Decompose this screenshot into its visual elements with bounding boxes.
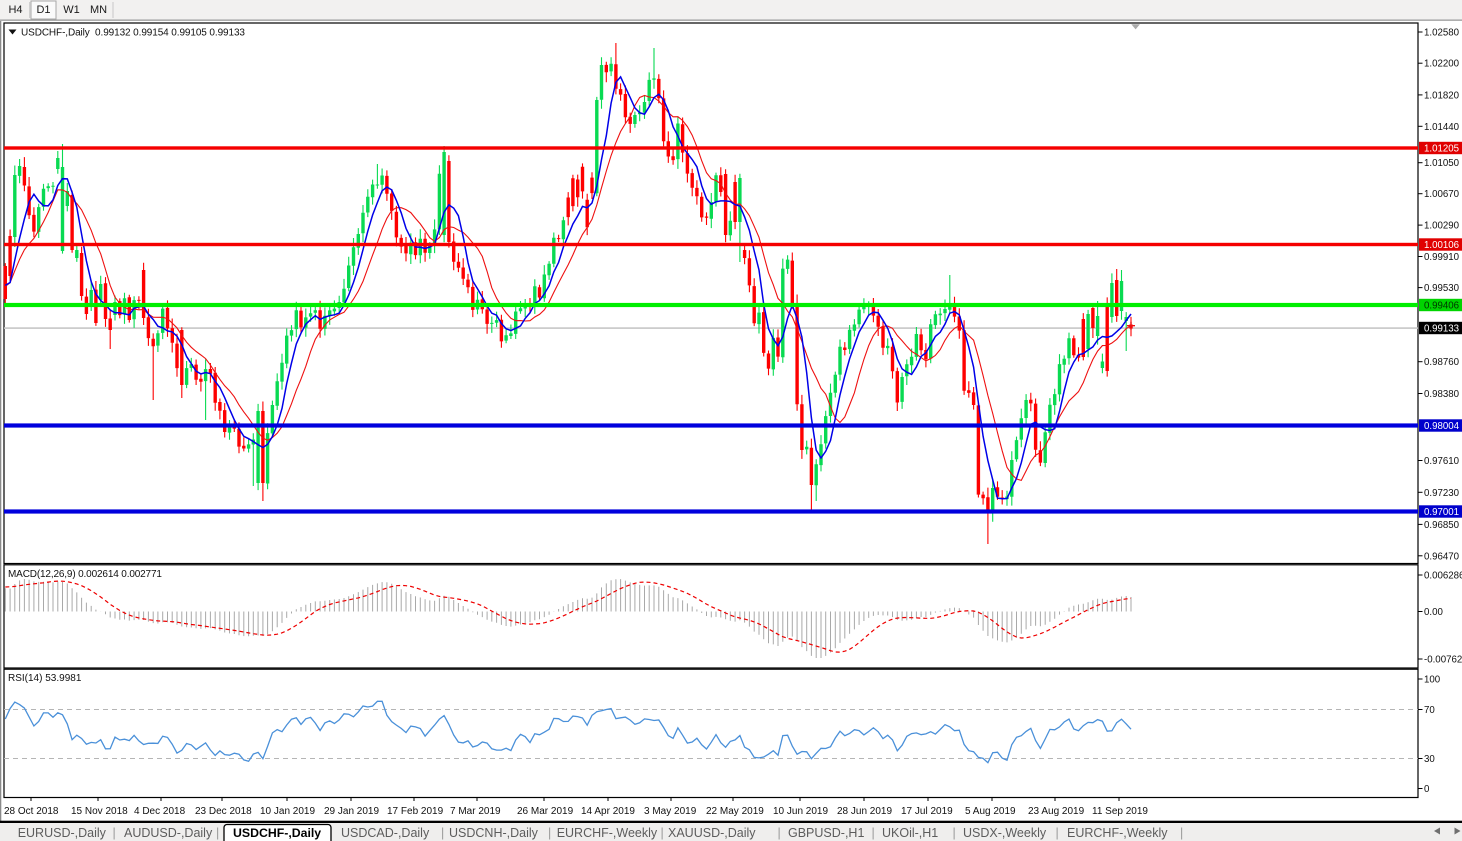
- svg-text:0.00: 0.00: [1424, 607, 1443, 618]
- svg-text:0: 0: [1424, 784, 1430, 795]
- svg-text:0.99530: 0.99530: [1424, 283, 1460, 294]
- svg-text:UKOil-,H1: UKOil-,H1: [882, 826, 938, 840]
- svg-text:0.98380: 0.98380: [1424, 389, 1460, 400]
- svg-text:D1: D1: [36, 4, 50, 16]
- svg-text:17 Jul 2019: 17 Jul 2019: [901, 806, 953, 817]
- svg-text:0.96850: 0.96850: [1424, 520, 1460, 531]
- svg-text:29 Jan 2019: 29 Jan 2019: [324, 806, 379, 817]
- svg-text:0.97001: 0.97001: [1424, 507, 1459, 518]
- svg-text:3 May 2019: 3 May 2019: [644, 806, 697, 817]
- svg-text:0.99133: 0.99133: [1424, 324, 1459, 335]
- svg-text:0.006286: 0.006286: [1424, 571, 1462, 582]
- svg-text:23 Aug 2019: 23 Aug 2019: [1028, 806, 1085, 817]
- svg-text:0.99406: 0.99406: [1424, 301, 1459, 312]
- svg-text:100: 100: [1424, 675, 1441, 686]
- svg-text:1.01050: 1.01050: [1424, 158, 1460, 169]
- svg-text:|: |: [216, 826, 219, 840]
- svg-text:5 Aug 2019: 5 Aug 2019: [965, 806, 1016, 817]
- svg-text:1.00106: 1.00106: [1424, 240, 1459, 251]
- svg-text:0.96470: 0.96470: [1424, 551, 1460, 562]
- svg-text:1.00670: 1.00670: [1424, 189, 1460, 200]
- svg-text:RSI(14) 53.9981: RSI(14) 53.9981: [8, 673, 82, 684]
- svg-text:0.97230: 0.97230: [1424, 488, 1460, 499]
- svg-text:USDCHF-,Daily: USDCHF-,Daily: [233, 826, 321, 840]
- svg-text:23 Dec 2018: 23 Dec 2018: [195, 806, 252, 817]
- svg-text:|: |: [661, 826, 664, 840]
- svg-text:7 Mar 2019: 7 Mar 2019: [450, 806, 501, 817]
- svg-text:|: |: [778, 826, 781, 840]
- svg-text:|: |: [1180, 826, 1183, 840]
- svg-text:EURCHF-,Weekly: EURCHF-,Weekly: [1067, 826, 1168, 840]
- svg-text:USDCHF-,Daily 0.99132 0.99154: USDCHF-,Daily 0.99132 0.99154 0.99105 0.…: [21, 28, 245, 39]
- svg-text:1.02580: 1.02580: [1424, 28, 1460, 39]
- svg-text:26 Mar 2019: 26 Mar 2019: [517, 806, 574, 817]
- svg-text:MACD(12,26,9) 0.002614 0.00277: MACD(12,26,9) 0.002614 0.002771: [8, 569, 162, 580]
- svg-text:EURUSD-,Daily: EURUSD-,Daily: [18, 826, 107, 840]
- svg-text:1.01440: 1.01440: [1424, 122, 1460, 133]
- svg-text:0.99910: 0.99910: [1424, 252, 1460, 263]
- svg-text:USDCAD-,Daily: USDCAD-,Daily: [341, 826, 430, 840]
- svg-text:28 Oct 2018: 28 Oct 2018: [4, 806, 59, 817]
- svg-text:AUDUSD-,Daily: AUDUSD-,Daily: [124, 826, 213, 840]
- svg-text:0.97610: 0.97610: [1424, 456, 1460, 467]
- svg-text:70: 70: [1424, 705, 1435, 716]
- svg-text:XAUUSD-,Daily: XAUUSD-,Daily: [668, 826, 756, 840]
- svg-text:0.98760: 0.98760: [1424, 357, 1460, 368]
- svg-text:|: |: [441, 826, 444, 840]
- svg-text:10 Jun 2019: 10 Jun 2019: [773, 806, 828, 817]
- svg-text:15 Nov 2018: 15 Nov 2018: [71, 806, 128, 817]
- svg-text:USDX-,Weekly: USDX-,Weekly: [963, 826, 1047, 840]
- svg-text:14 Apr 2019: 14 Apr 2019: [581, 806, 635, 817]
- svg-text:EURCHF-,Weekly: EURCHF-,Weekly: [557, 826, 658, 840]
- svg-text:1.01205: 1.01205: [1424, 144, 1459, 155]
- svg-text:11 Sep 2019: 11 Sep 2019: [1092, 806, 1148, 817]
- svg-text:0.98004: 0.98004: [1424, 421, 1460, 432]
- svg-text:1.02200: 1.02200: [1424, 59, 1460, 70]
- svg-text:17 Feb 2019: 17 Feb 2019: [387, 806, 444, 817]
- svg-text:W1: W1: [63, 4, 80, 16]
- svg-text:22 May 2019: 22 May 2019: [706, 806, 764, 817]
- svg-text:4 Dec 2018: 4 Dec 2018: [134, 806, 186, 817]
- svg-text:|: |: [548, 826, 551, 840]
- svg-text:|: |: [1056, 826, 1059, 840]
- svg-text:MN: MN: [90, 4, 107, 16]
- svg-text:30: 30: [1424, 754, 1435, 765]
- svg-text:-0.00762: -0.00762: [1424, 655, 1462, 666]
- svg-text:1.01820: 1.01820: [1424, 90, 1460, 101]
- svg-text:|: |: [953, 826, 956, 840]
- svg-text:USDCNH-,Daily: USDCNH-,Daily: [449, 826, 539, 840]
- svg-text:10 Jan 2019: 10 Jan 2019: [260, 806, 315, 817]
- svg-text:28 Jun 2019: 28 Jun 2019: [837, 806, 892, 817]
- svg-text:1.00290: 1.00290: [1424, 221, 1460, 232]
- svg-text:H4: H4: [8, 4, 22, 16]
- svg-text:|: |: [872, 826, 875, 840]
- svg-text:|: |: [113, 826, 116, 840]
- svg-text:GBPUSD-,H1: GBPUSD-,H1: [788, 826, 864, 840]
